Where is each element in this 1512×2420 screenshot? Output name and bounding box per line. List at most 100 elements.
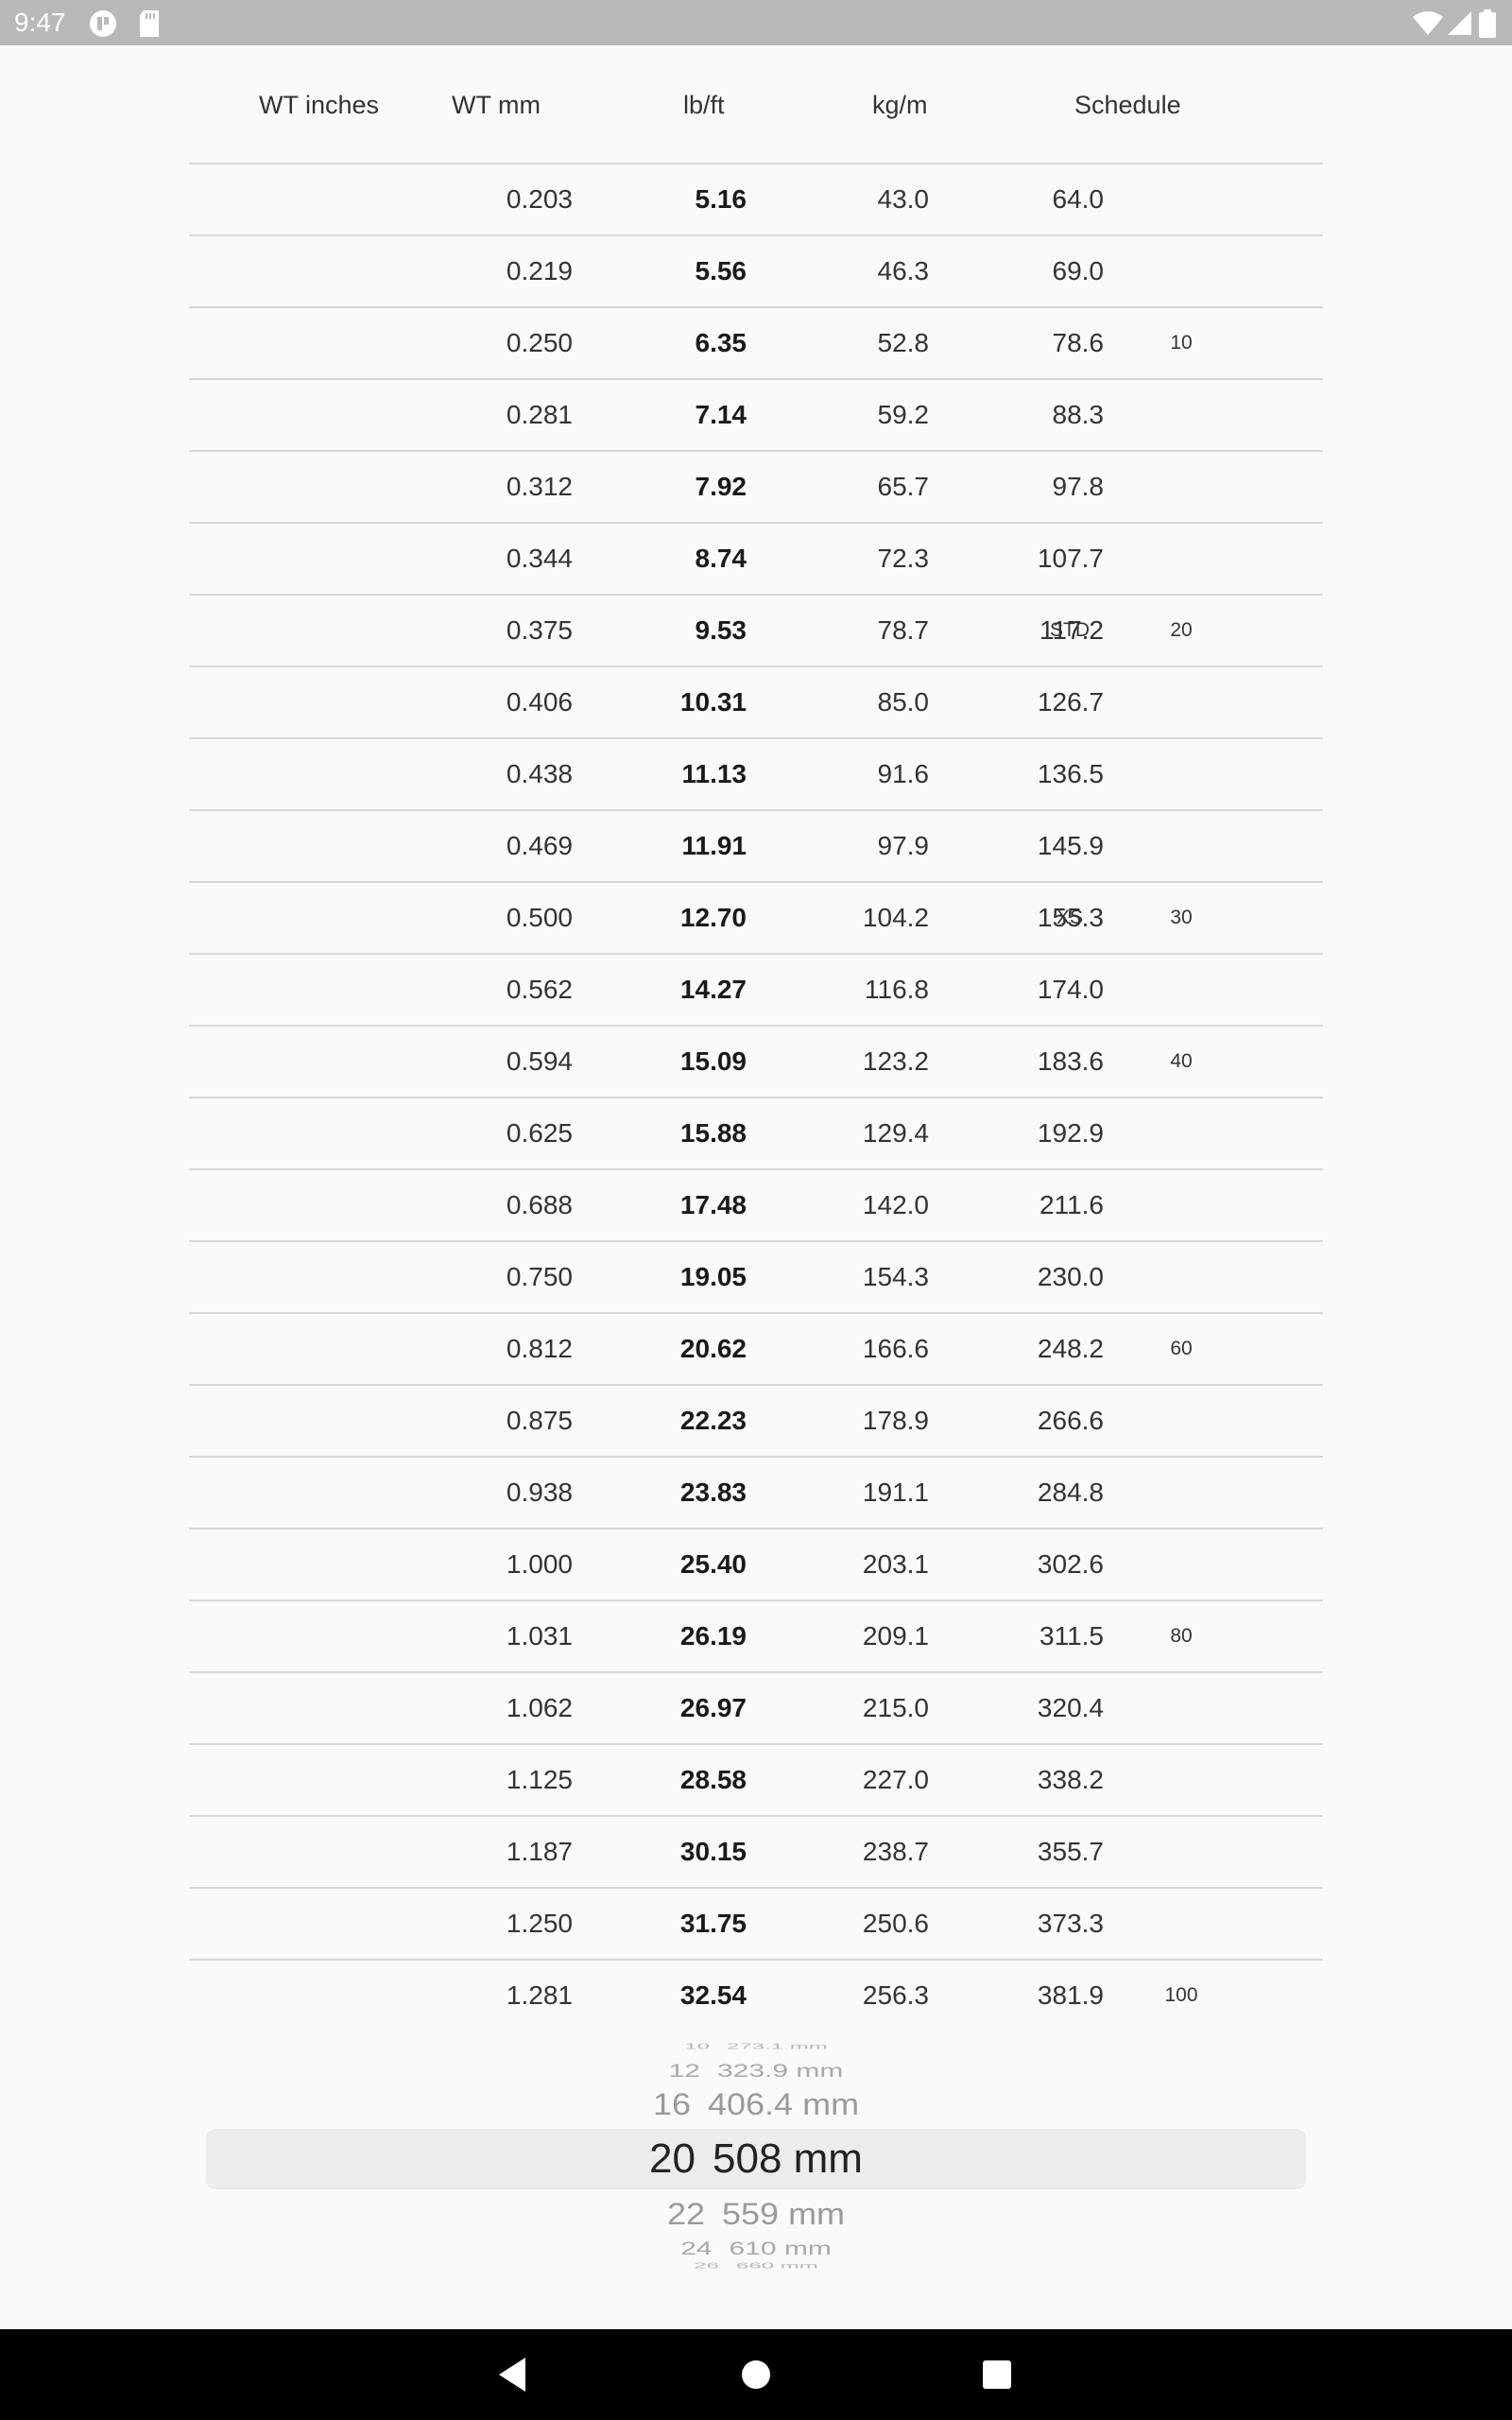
cell-wt-inches: 0.938 — [506, 1478, 573, 1507]
picker-option[interactable]: 10 273.1 mm — [684, 2042, 828, 2051]
back-icon[interactable] — [490, 2352, 535, 2397]
cell-kg-m: 145.9 — [1037, 831, 1104, 860]
status-time: 9:47 — [14, 8, 66, 37]
cell-lb-ft: 256.3 — [862, 1980, 929, 2010]
cell-lb-ft: 178.9 — [862, 1406, 929, 1435]
cell-kg-m: 88.3 — [1052, 400, 1105, 429]
cell-kg-m: 320.4 — [1037, 1693, 1104, 1722]
table-row[interactable]: 0.344 8.74 72.3 107.7 — [189, 524, 1323, 596]
cell-wt-mm: 26.19 — [679, 1621, 747, 1651]
table-row[interactable]: 0.250 6.35 52.8 78.6 10 — [189, 308, 1323, 380]
table-row[interactable]: 1.000 25.40 203.1 302.6 — [189, 1530, 1323, 1601]
cell-kg-m: 338.2 — [1037, 1765, 1104, 1794]
cell-wt-mm: 5.16 — [695, 184, 747, 214]
cell-wt-inches: 0.562 — [506, 975, 573, 1004]
cell-wt-inches: 1.187 — [506, 1837, 573, 1866]
cell-lb-ft: 72.3 — [877, 544, 930, 573]
cell-kg-m: 266.6 — [1037, 1406, 1104, 1435]
pipe-size-picker[interactable]: 10 273.1 mm 12 323.9 mm 16 406.4 mm 20 508 m… — [0, 2042, 1512, 2269]
cell-kg-m: 107.7 — [1037, 544, 1104, 573]
table-row[interactable]: 1.062 26.97 215.0 320.4 — [189, 1673, 1323, 1745]
cell-wt-inches: 0.281 — [506, 400, 573, 429]
table-row[interactable]: 0.594 15.09 123.2 183.6 40 — [189, 1027, 1323, 1098]
table-row[interactable]: 0.203 5.16 43.0 64.0 — [189, 164, 1323, 236]
cell-kg-m: 136.5 — [1037, 759, 1104, 788]
wall-thickness-table[interactable]: 0.203 5.16 43.0 64.0 0.219 5.56 46.3 69.0 0.250 6… — [189, 164, 1323, 2031]
cell-wt-inches: 0.500 — [506, 903, 573, 932]
cell-lb-ft: 123.2 — [862, 1046, 929, 1076]
table-row[interactable]: 0.750 19.05 154.3 230.0 — [189, 1242, 1323, 1314]
cell-kg-m: 183.6 — [1037, 1046, 1104, 1076]
table-row[interactable]: 1.281 32.54 256.3 381.9 100 — [189, 1961, 1323, 2031]
picker-option[interactable]: 26 660 mm — [694, 2261, 818, 2269]
table-row[interactable]: 1.031 26.19 209.1 311.5 80 — [189, 1601, 1323, 1673]
cell-lb-ft: 116.8 — [865, 975, 929, 1004]
cell-wt-mm: 14.27 — [679, 975, 747, 1004]
table-row[interactable]: 0.219 5.56 46.3 69.0 — [189, 236, 1323, 308]
cell-wt-mm: 12.70 — [679, 903, 747, 932]
cell-kg-m: 174.0 — [1037, 975, 1104, 1004]
picker-option[interactable]: 22 559 mm — [666, 2196, 846, 2231]
table-row[interactable]: 1.187 30.15 238.7 355.7 — [189, 1817, 1323, 1889]
cell-schedule-number: 100 — [1164, 1984, 1198, 2006]
cell-wt-mm: 32.54 — [679, 1980, 747, 2010]
header-lb-ft: lb/ft — [683, 91, 725, 119]
cell-kg-m: 211.6 — [1040, 1190, 1104, 1219]
picker-option[interactable]: 16 406.4 mm — [652, 2086, 860, 2121]
cell-lb-ft: 209.1 — [862, 1621, 929, 1651]
cell-lb-ft: 59.2 — [877, 400, 930, 429]
cell-wt-inches: 1.250 — [506, 1909, 573, 1938]
picker-option[interactable]: 24 610 mm — [680, 2238, 832, 2259]
notification-app-icon — [90, 10, 116, 37]
header-kg-m: kg/m — [872, 91, 928, 119]
cell-wt-inches: 1.281 — [506, 1980, 573, 2010]
cell-lb-ft: 46.3 — [877, 256, 930, 285]
cell-kg-m: 248.2 — [1037, 1334, 1104, 1363]
cell-lb-ft: 85.0 — [877, 687, 930, 717]
table-row[interactable]: 0.562 14.27 116.8 174.0 — [189, 955, 1323, 1027]
cell-kg-m: 69.0 — [1052, 256, 1105, 285]
cell-wt-mm: 7.14 — [695, 400, 747, 429]
home-icon[interactable] — [733, 2352, 779, 2397]
cell-lb-ft: 191.1 — [862, 1478, 929, 1507]
cell-wt-inches: 0.375 — [506, 615, 573, 645]
cell-schedule-class: STD — [1050, 619, 1090, 641]
cell-wt-inches: 0.625 — [506, 1118, 573, 1148]
table-row[interactable]: 0.438 11.13 91.6 136.5 — [189, 739, 1323, 811]
cell-wt-inches: 0.344 — [506, 544, 573, 573]
cell-wt-mm: 8.74 — [695, 544, 747, 573]
cell-schedule-class: XS — [1056, 907, 1083, 928]
cell-wt-mm: 7.92 — [695, 472, 747, 501]
cell-wt-mm: 15.88 — [679, 1118, 747, 1148]
picker-option[interactable]: 12 323.9 mm — [668, 2060, 844, 2082]
picker-selected-option[interactable]: 20 508 mm — [649, 2135, 863, 2182]
header-divider — [189, 163, 1323, 164]
table-row[interactable]: 0.312 7.92 65.7 97.8 — [189, 452, 1323, 524]
cell-lb-ft: 154.3 — [862, 1262, 929, 1291]
recents-icon[interactable] — [974, 2352, 1020, 2397]
cell-lb-ft: 78.7 — [877, 615, 930, 645]
cell-wt-mm: 19.05 — [679, 1262, 747, 1291]
sd-card-icon — [140, 10, 159, 37]
table-row[interactable]: 0.875 22.23 178.9 266.6 — [189, 1386, 1323, 1458]
table-row[interactable]: 1.125 28.58 227.0 338.2 — [189, 1745, 1323, 1817]
table-row[interactable]: 0.938 23.83 191.1 284.8 — [189, 1458, 1323, 1530]
table-row[interactable]: 0.469 11.91 97.9 145.9 — [189, 811, 1323, 883]
table-row[interactable]: 1.250 31.75 250.6 373.3 — [189, 1889, 1323, 1961]
cell-kg-m: 355.7 — [1037, 1837, 1104, 1866]
table-row[interactable]: 0.688 17.48 142.0 211.6 — [189, 1170, 1323, 1242]
table-row[interactable]: 0.500 12.70 104.2 155.3 XS 30 — [189, 883, 1323, 955]
cell-lb-ft: 250.6 — [862, 1909, 929, 1938]
table-row[interactable]: 0.281 7.14 59.2 88.3 — [189, 380, 1323, 452]
cell-wt-mm: 20.62 — [679, 1334, 747, 1363]
table-row[interactable]: 0.406 10.31 85.0 126.7 — [189, 667, 1323, 739]
cell-wt-inches: 1.031 — [506, 1621, 573, 1651]
cell-wt-mm: 15.09 — [679, 1046, 747, 1076]
table-row[interactable]: 0.812 20.62 166.6 248.2 60 — [189, 1314, 1323, 1386]
cell-wt-mm: 25.40 — [679, 1549, 747, 1579]
table-row[interactable]: 0.625 15.88 129.4 192.9 — [189, 1098, 1323, 1170]
cell-wt-mm: 10.31 — [679, 687, 747, 717]
table-row[interactable]: 0.375 9.53 78.7 117.2 STD 20 — [189, 596, 1323, 667]
wifi-icon — [1413, 11, 1443, 35]
cell-schedule-number: 40 — [1170, 1050, 1193, 1072]
